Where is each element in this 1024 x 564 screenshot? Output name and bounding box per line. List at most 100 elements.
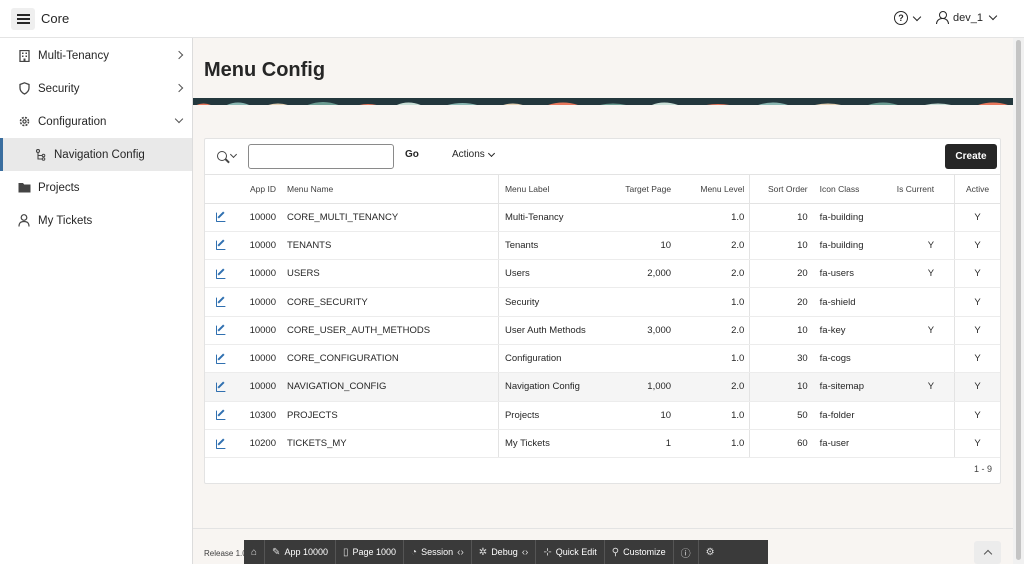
- chevron-down-icon[interactable]: [229, 150, 238, 159]
- cell-app-id: 10000: [237, 372, 287, 402]
- cell-sort-order: 10: [749, 316, 816, 345]
- help-menu-button[interactable]: ?: [894, 11, 922, 25]
- column-header-is-current[interactable]: Is Current: [892, 175, 955, 204]
- cell-menu-name: TICKETS_MY: [286, 429, 499, 459]
- footer-divider: [193, 528, 1013, 529]
- search-icon[interactable]: [217, 151, 227, 161]
- cell-menu-label: My Tickets: [498, 429, 607, 459]
- cell-active: Y: [954, 316, 1000, 345]
- cell-icon-class: fa-building: [815, 231, 893, 261]
- edit-icon[interactable]: [216, 409, 227, 421]
- devbar-customize-button[interactable]: ⚲ Customize: [605, 540, 674, 564]
- edit-icon[interactable]: [216, 353, 227, 364]
- actions-label: Actions: [452, 149, 485, 160]
- devbar-home-button[interactable]: ⌂: [244, 540, 266, 564]
- scrollbar-thumb[interactable]: [1016, 40, 1021, 560]
- column-header-active[interactable]: Active: [954, 175, 1000, 204]
- edit-icon[interactable]: [216, 268, 227, 279]
- page-scrollbar[interactable]: [1013, 38, 1024, 564]
- cell-menu-label: Users: [498, 259, 607, 289]
- column-header-menu-level[interactable]: Menu Level: [671, 175, 751, 204]
- cell-active: Y: [954, 429, 1000, 459]
- cell-menu-label: Security: [498, 287, 607, 317]
- cell-target-page: [606, 287, 672, 317]
- column-header-app-id[interactable]: App ID: [237, 175, 287, 204]
- devbar-info-button[interactable]: ⓘ: [674, 540, 699, 564]
- devbar-label: App 10000: [284, 547, 328, 557]
- column-header-icon-class[interactable]: Icon Class: [815, 175, 893, 204]
- cell-menu-name: CORE_CONFIGURATION: [286, 344, 499, 374]
- expand-icon: ‹›: [521, 546, 529, 558]
- devbar-quick-edit-button[interactable]: ⊹ Quick Edit: [536, 540, 605, 564]
- main-content: Menu Config Go: [193, 38, 1013, 564]
- sidebar-item-label: Multi-Tenancy: [38, 49, 109, 62]
- devbar-label: Page 1000: [352, 547, 397, 557]
- devbar-session-button[interactable]: ◔ Session ‹›: [404, 540, 472, 564]
- devbar-page-button[interactable]: ▯ Page 1000: [336, 540, 405, 564]
- chevron-down-icon: [174, 114, 184, 124]
- sidebar-item-configuration[interactable]: Configuration: [0, 105, 192, 138]
- sidebar-item-projects[interactable]: Projects: [0, 171, 192, 204]
- devbar-settings-button[interactable]: ⚙: [699, 540, 722, 564]
- user-menu-button[interactable]: dev_1: [936, 11, 998, 24]
- user-icon: [936, 11, 949, 24]
- cell-is-current: Y: [892, 372, 955, 402]
- actions-menu-button[interactable]: Actions: [452, 149, 495, 160]
- customize-icon: ⚲: [611, 546, 620, 558]
- table-row: 10000 CORE_CONFIGURATION Configuration 1…: [205, 344, 1000, 374]
- edit-icon[interactable]: [216, 438, 227, 449]
- sidebar-item-security[interactable]: Security: [0, 72, 192, 105]
- chevron-down-icon: [487, 149, 495, 157]
- page-icon: ▯: [342, 546, 349, 558]
- scroll-to-top-button[interactable]: [974, 541, 1001, 564]
- search-input[interactable]: [248, 144, 394, 169]
- cell-menu-label: Tenants: [498, 231, 607, 261]
- edit-icon[interactable]: [216, 239, 227, 251]
- cell-menu-label: Projects: [498, 401, 607, 430]
- folder-icon: [17, 181, 31, 195]
- edit-icon[interactable]: [216, 296, 227, 308]
- sidebar-item-my-tickets[interactable]: My Tickets: [0, 204, 192, 237]
- edit-icon[interactable]: [216, 381, 227, 392]
- release-text: Release 1.0: [204, 549, 247, 558]
- column-header-menu-label[interactable]: Menu Label: [498, 175, 607, 204]
- cell-sort-order: 30: [749, 344, 816, 374]
- cell-app-id: 10000: [237, 344, 287, 374]
- menu-toggle-button[interactable]: [11, 8, 35, 30]
- app-title[interactable]: Core: [41, 11, 70, 26]
- create-button[interactable]: Create: [945, 144, 997, 169]
- sidebar-item-multi-tenancy[interactable]: Multi-Tenancy: [0, 39, 192, 72]
- cell-menu-label: Navigation Config: [498, 372, 607, 402]
- cell-app-id: 10200: [237, 429, 287, 459]
- cell-active: Y: [954, 344, 1000, 374]
- cell-icon-class: fa-shield: [815, 287, 893, 317]
- debug-icon: ✲: [478, 546, 488, 558]
- cell-is-current: [892, 287, 955, 317]
- devbar-app-button[interactable]: ✎ App 10000: [265, 540, 336, 564]
- cell-menu-name: PROJECTS: [286, 401, 499, 430]
- cell-sort-order: 60: [749, 429, 816, 459]
- cell-app-id: 10000: [237, 287, 287, 317]
- column-header-sort-order[interactable]: Sort Order: [749, 175, 816, 204]
- edit-icon[interactable]: [216, 211, 227, 223]
- cell-active: Y: [954, 231, 1000, 261]
- cell-active: Y: [954, 401, 1000, 430]
- column-header-target-page[interactable]: Target Page: [606, 175, 672, 204]
- devbar-debug-button[interactable]: ✲ Debug ‹›: [472, 540, 537, 564]
- cell-menu-level: 1.0: [671, 429, 751, 459]
- go-button[interactable]: Go: [405, 149, 419, 160]
- cell-is-current: Y: [892, 259, 955, 289]
- sidebar-item-navigation-config[interactable]: Navigation Config: [0, 138, 192, 171]
- edit-icon[interactable]: [216, 324, 227, 336]
- column-header-menu-name[interactable]: Menu Name: [286, 175, 499, 204]
- table-row: 10000 CORE_SECURITY Security 1.0 20 fa-s…: [205, 287, 1000, 317]
- table-row: 10000 TENANTS Tenants 10 2.0 10 fa-build…: [205, 231, 1000, 261]
- cell-menu-label: Multi-Tenancy: [498, 203, 607, 232]
- sidebar-item-label: Configuration: [38, 115, 107, 128]
- sidebar-item-label: My Tickets: [38, 214, 93, 227]
- cell-menu-level: 1.0: [671, 287, 751, 317]
- cell-is-current: Y: [892, 231, 955, 261]
- cell-app-id: 10000: [237, 203, 287, 232]
- cell-icon-class: fa-building: [815, 203, 893, 232]
- sidebar-item-label: Projects: [38, 181, 80, 194]
